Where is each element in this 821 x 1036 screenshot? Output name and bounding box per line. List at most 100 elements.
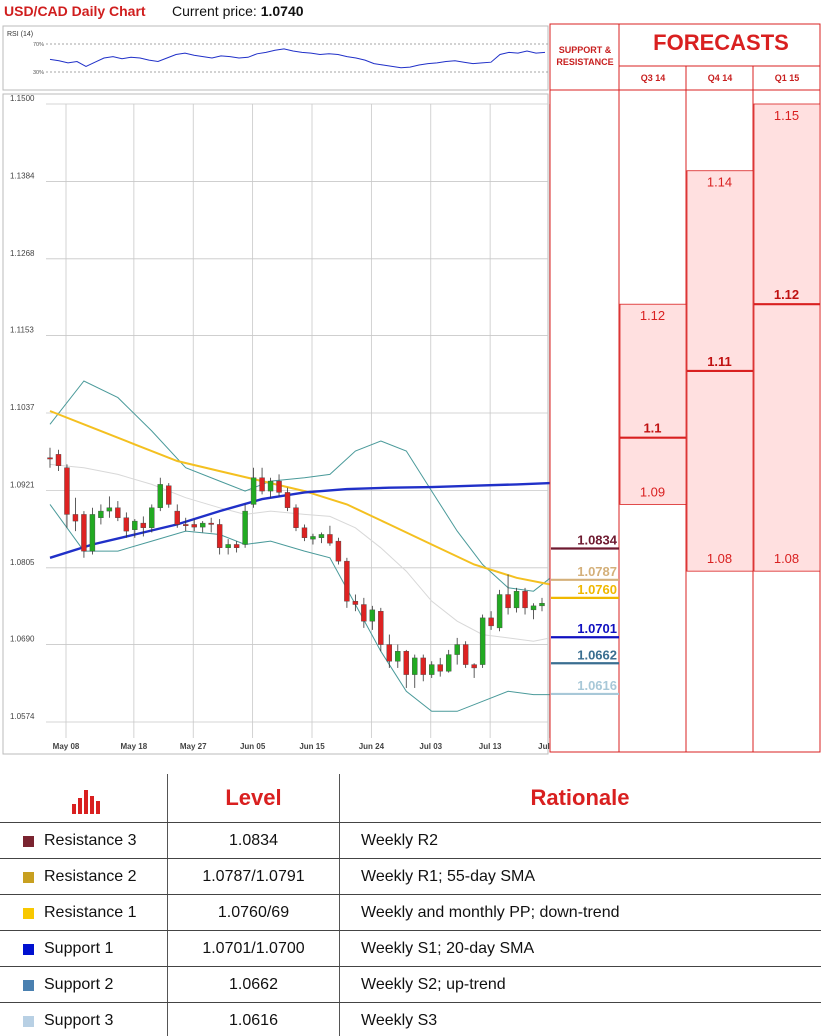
forecast-q3-header: Q3 14	[640, 73, 666, 83]
x-tick-label: Jun 15	[299, 742, 325, 751]
row-level: 1.0662	[229, 976, 278, 993]
x-tick-label: Jun 05	[240, 742, 266, 751]
rsi-label: RSI (14)	[7, 31, 33, 38]
bollinger-upper-line	[49, 380, 551, 592]
table-divider-1	[167, 774, 168, 1036]
candle-down	[55, 454, 62, 466]
candle-up	[267, 480, 274, 492]
row-color-swatch	[23, 836, 34, 847]
rsi-line	[49, 48, 546, 69]
rsi-panel	[2, 25, 549, 91]
price-label-text: Current price:	[172, 3, 261, 19]
candle-down	[64, 467, 70, 515]
sr-title-line2: RESISTANCE	[556, 57, 614, 67]
forecast-high-label: 1.15	[774, 108, 799, 123]
sr-level-label: 1.0701	[577, 621, 617, 636]
sr-level-label: 1.0834	[577, 532, 618, 547]
chart-svg: RSI (14)70% 30% 1.1500 1.1384 1.1268 1.1153 1.…	[2, 23, 821, 755]
forecast-low-label: 1.09	[640, 484, 665, 499]
row-name: Support 2	[44, 976, 114, 993]
candle-up	[539, 602, 545, 607]
candle-down	[47, 457, 53, 460]
candle-down	[437, 664, 443, 672]
candle-down	[123, 517, 130, 532]
candle-up	[149, 507, 155, 528]
bollinger-lower-line	[49, 504, 551, 712]
row-color-swatch	[23, 908, 34, 919]
candle-up	[454, 644, 460, 655]
y-tick-label: 1.1384	[10, 171, 35, 180]
row-color-swatch	[23, 980, 34, 991]
candle-down	[284, 492, 291, 508]
sr-title-line1: SUPPORT &	[558, 45, 612, 55]
y-tick-label: 1.1153	[10, 326, 34, 335]
sr-level-label: 1.0616	[577, 678, 617, 693]
candle-down	[216, 524, 223, 548]
candle-up	[496, 594, 503, 629]
table-row: Resistance 3 1.0834 Weekly R2	[0, 822, 821, 858]
forecast-q1-header: Q1 15	[774, 73, 800, 83]
row-name: Resistance 1	[44, 904, 137, 921]
candle-down	[522, 590, 528, 609]
rsi-tick-30: 30%	[33, 70, 44, 76]
candle-down	[115, 507, 121, 518]
candle-down	[335, 540, 342, 562]
table-row: Resistance 2 1.0787/1.0791 Weekly R1; 55…	[0, 858, 821, 894]
chart-title: USD/CAD Daily Chart	[4, 3, 146, 19]
table-header-rationale: Rationale	[530, 785, 630, 810]
y-tick-label: 1.0921	[10, 480, 35, 489]
row-level: 1.0834	[229, 832, 278, 849]
candle-up	[369, 609, 376, 622]
candle-up	[132, 520, 138, 530]
row-name: Support 3	[44, 1012, 114, 1029]
row-level: 1.0701/1.0700	[202, 940, 305, 957]
x-tick-label: May 18	[121, 742, 148, 751]
candle-up	[318, 534, 325, 538]
candle-down	[352, 600, 359, 605]
candle-down	[208, 522, 214, 525]
table-header-level: Level	[225, 785, 282, 810]
candle-down	[183, 524, 189, 526]
candle-down	[386, 644, 393, 662]
candle-down	[471, 664, 477, 669]
candle-up	[429, 664, 435, 675]
y-tick-label: 1.0690	[10, 635, 35, 644]
x-tick-label: May 27	[180, 742, 207, 751]
candle-down	[174, 510, 180, 525]
chart-header: USD/CAD Daily Chart Current price: 1.074…	[0, 0, 548, 24]
row-rationale: Weekly S3	[361, 1012, 438, 1029]
forecasts-title: FORECASTS	[653, 30, 789, 55]
candle-down	[361, 604, 367, 622]
candle-up	[242, 510, 248, 545]
support-resistance-title: SUPPORT & RESISTANCE	[552, 44, 618, 68]
sr-level-label: 1.0787	[577, 564, 617, 579]
candle-up	[106, 507, 113, 512]
table-divider-2	[339, 774, 340, 1036]
candle-down	[233, 544, 240, 548]
candle-down	[488, 617, 494, 627]
x-tick-label: May 08	[53, 742, 80, 751]
forecast-low-label: 1.08	[707, 551, 732, 566]
rsi-tick-70: 70%	[33, 42, 44, 48]
candle-down	[344, 560, 350, 602]
current-price-label: Current price: 1.0740	[172, 3, 304, 19]
candle-down	[327, 534, 333, 544]
candle-up	[445, 654, 452, 672]
row-rationale: Weekly S2; up-trend	[361, 976, 506, 993]
sr-level-label: 1.0662	[577, 647, 617, 662]
candle-down	[378, 611, 384, 645]
candle-up	[479, 617, 486, 665]
candle-down	[505, 594, 511, 609]
y-tick-label: 1.1268	[10, 249, 35, 258]
x-tick-label: Jul 03	[419, 742, 442, 751]
candle-up	[98, 510, 104, 518]
candle-down	[420, 657, 426, 675]
table-header-icon-cell	[0, 774, 168, 822]
table-row: Resistance 1 1.0760/69 Weekly and monthl…	[0, 894, 821, 930]
row-color-swatch	[23, 944, 34, 955]
candle-up	[89, 514, 96, 552]
forecast-range-band	[619, 303, 687, 505]
row-rationale: Weekly R1; 55-day SMA	[361, 868, 535, 885]
x-tick-label: Jun 24	[359, 742, 385, 751]
candle-up	[225, 544, 231, 548]
